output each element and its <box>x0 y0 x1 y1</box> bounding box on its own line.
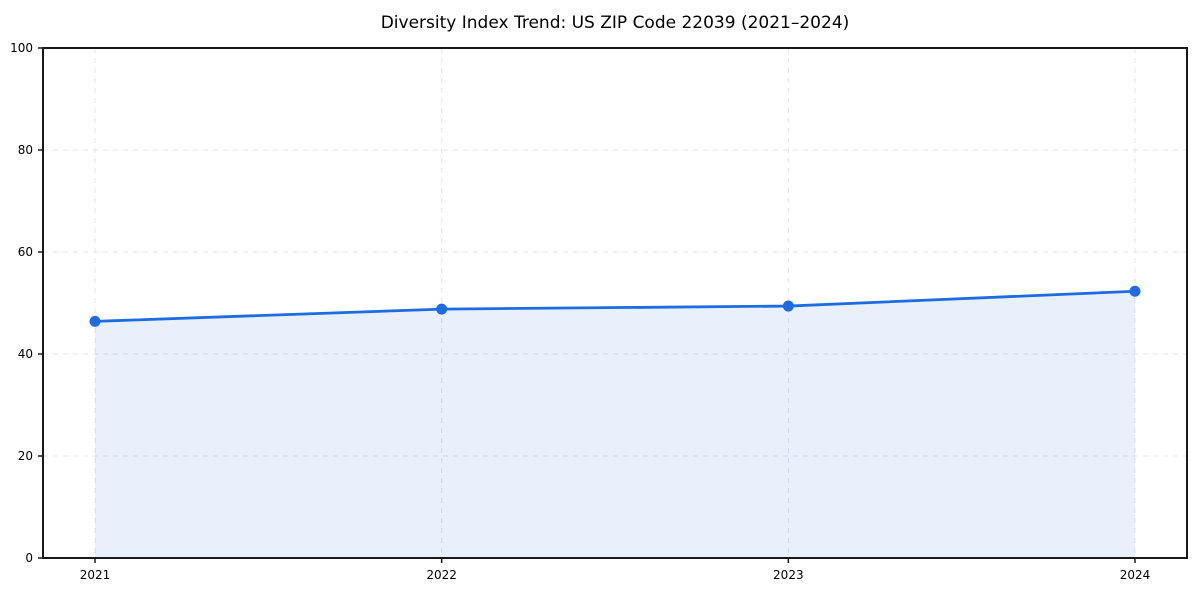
y-axis-tick-label: 60 <box>18 245 33 259</box>
x-axis-tick-label: 2022 <box>426 568 457 582</box>
x-axis-tick-label: 2023 <box>773 568 804 582</box>
trend-line <box>93 289 1137 323</box>
x-axis-tick-label: 2024 <box>1120 568 1151 582</box>
y-axis-tick-label: 100 <box>10 41 33 55</box>
x-axis-tick-label: 2021 <box>80 568 111 582</box>
y-axis-tick-label: 0 <box>25 551 33 565</box>
data-point-marker <box>436 303 448 315</box>
data-point-marker <box>782 300 794 312</box>
data-point-marker <box>89 315 101 327</box>
y-axis-tick-label: 40 <box>18 347 33 361</box>
data-point-marker <box>1129 285 1141 297</box>
area-fill <box>95 291 1135 558</box>
plot-border <box>42 47 1188 559</box>
chart-title: Diversity Index Trend: US ZIP Code 22039… <box>380 13 850 33</box>
y-axis-tick-label: 20 <box>18 449 33 463</box>
y-axis-tick-label: 80 <box>18 143 33 157</box>
